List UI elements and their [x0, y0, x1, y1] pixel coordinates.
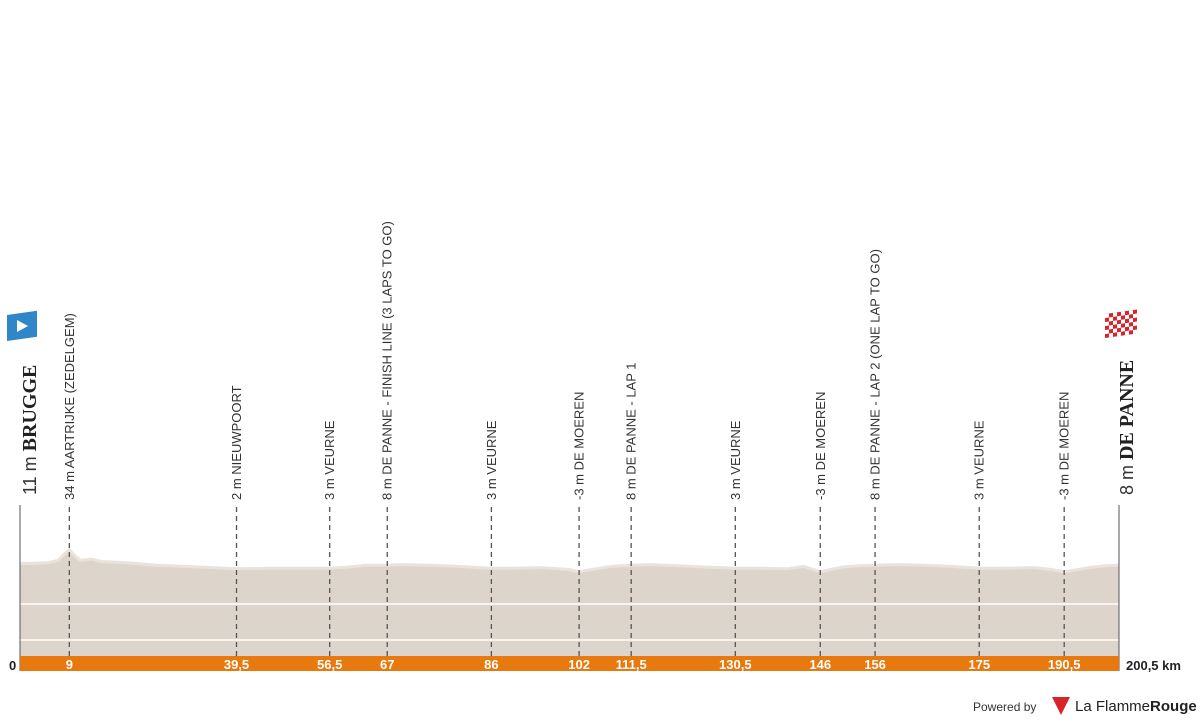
- finish-flag-icon: [1105, 309, 1137, 338]
- waypoint-label-3: 3 m VEURNE: [322, 420, 337, 500]
- start-city: BRUGGE: [19, 365, 41, 452]
- waypoint-label-10: 8 m DE PANNE - LAP 2 (ONE LAP TO GO): [868, 249, 883, 500]
- km-label-5: 86: [484, 657, 498, 672]
- waypoint-label-5: 3 m VEURNE: [484, 420, 499, 500]
- finish-flag-check: [1109, 316, 1113, 322]
- start-elevation: 11 m BRUGGE: [19, 365, 41, 495]
- finish-city: DE PANNE: [1116, 360, 1138, 460]
- km-label-6: 102: [568, 657, 590, 672]
- finish-flag-check: [1113, 312, 1117, 317]
- brand-name-part1: La Flamme: [1075, 697, 1151, 715]
- waypoint-label-12: -3 m DE MOEREN: [1057, 392, 1072, 500]
- finish-flag-check: [1133, 321, 1137, 327]
- waypoint-label-7: 8 m DE PANNE - LAP 1: [624, 362, 639, 500]
- finish-flag-check: [1117, 331, 1121, 337]
- distance-axis-bar: [20, 656, 1119, 671]
- finish-label: 8 m DE PANNE: [1116, 360, 1138, 495]
- flamme-rouge-icon: [1052, 697, 1070, 715]
- waypoint-label-6: -3 m DE MOEREN: [572, 392, 587, 500]
- waypoint-label-9: -3 m DE MOEREN: [813, 392, 828, 500]
- waypoint-label-11: 3 m VEURNE: [972, 420, 987, 500]
- km-label-10: 156: [864, 657, 886, 672]
- km-label-8: 130,5: [719, 657, 752, 672]
- finish-flag-check: [1129, 318, 1133, 323]
- elevation-outline: [20, 547, 1120, 574]
- finish-flag-check: [1105, 329, 1109, 334]
- waypoint-text-8: 3 m VEURNE: [728, 420, 743, 500]
- km-label-9: 146: [809, 657, 831, 672]
- km-label-12: 190,5: [1048, 657, 1081, 672]
- waypoint-label-1: 34 m AARTRIJKE (ZEDELGEM): [62, 313, 77, 500]
- km-label-11: 175: [968, 657, 990, 672]
- km-label-1: 9: [66, 657, 73, 672]
- waypoint-markers: [68, 507, 1065, 656]
- waypoint-text-10: 8 m DE PANNE - LAP 2 (ONE LAP TO GO): [868, 249, 883, 500]
- finish-flag-check: [1109, 324, 1113, 330]
- waypoint-text-1: 34 m AARTRIJKE (ZEDELGEM): [62, 313, 77, 500]
- finish-flag-check: [1121, 311, 1125, 316]
- waypoint-text-12: -3 m DE MOEREN: [1057, 392, 1072, 500]
- km-label-3: 56,5: [317, 657, 342, 672]
- finish-flag-check: [1113, 328, 1117, 333]
- finish-flag-check: [1125, 322, 1129, 328]
- waypoint-text-7: 8 m DE PANNE - LAP 1: [624, 362, 639, 500]
- finish-flag-check: [1121, 319, 1125, 324]
- elevation-area: [20, 547, 1120, 656]
- km-label-start: 0: [9, 658, 16, 673]
- waypoint-text-11: 3 m VEURNE: [972, 420, 987, 500]
- waypoint-text-3: 3 m VEURNE: [322, 420, 337, 500]
- finish-flag-check: [1133, 313, 1137, 319]
- powered-by-text: Powered by: [973, 700, 1037, 714]
- waypoint-text-4: 8 m DE PANNE - FINISH LINE (3 LAPS TO GO…: [380, 221, 395, 500]
- waypoint-labels: 0 11 m BRUGGE 9 34 m AARTRIJKE (ZEDELGEM) 39…: [9, 221, 1181, 673]
- finish-flag-check: [1129, 326, 1133, 331]
- finish-flag-check: [1105, 313, 1109, 318]
- finish-flag-check: [1129, 310, 1133, 315]
- finish-flag-check: [1121, 327, 1125, 332]
- finish-elevation: 8 m DE PANNE: [1116, 360, 1138, 495]
- waypoint-label-8: 3 m VEURNE: [728, 420, 743, 500]
- finish-flag-check: [1117, 323, 1121, 329]
- finish-flag-check: [1113, 320, 1117, 325]
- waypoint-text-6: -3 m DE MOEREN: [572, 392, 587, 500]
- km-label-7: 111,5: [616, 657, 647, 672]
- elevation-fill: [20, 549, 1119, 656]
- waypoint-label-2: 2 m NIEUWPOORT: [229, 385, 244, 500]
- finish-flag-check: [1133, 329, 1137, 335]
- finish-flag-check: [1105, 321, 1109, 326]
- finish-flag-check: [1117, 315, 1121, 321]
- waypoint-label-4: 8 m DE PANNE - FINISH LINE (3 LAPS TO GO…: [380, 221, 395, 500]
- km-label-2: 39,5: [224, 657, 249, 672]
- elevation-gridlines: [19, 505, 1120, 671]
- distance-bar: [20, 656, 1119, 671]
- brand-name-part2: Rouge: [1150, 697, 1197, 715]
- km-label-4: 67: [380, 657, 394, 672]
- waypoint-text-2: 2 m NIEUWPOORT: [229, 385, 244, 500]
- waypoint-text-5: 3 m VEURNE: [484, 420, 499, 500]
- start-finish-flags: [7, 309, 1137, 342]
- km-label-finish: 200,5 km: [1126, 658, 1181, 673]
- finish-flag-check: [1109, 332, 1113, 338]
- finish-flag-check: [1125, 314, 1129, 320]
- start-arrow-icon: [17, 320, 28, 332]
- la-flamme-rouge-logo[interactable]: La Flamme Rouge: [1052, 697, 1197, 715]
- finish-flag-check: [1125, 330, 1129, 336]
- start-label: 11 m BRUGGE: [19, 365, 41, 495]
- waypoint-text-9: -3 m DE MOEREN: [813, 392, 828, 500]
